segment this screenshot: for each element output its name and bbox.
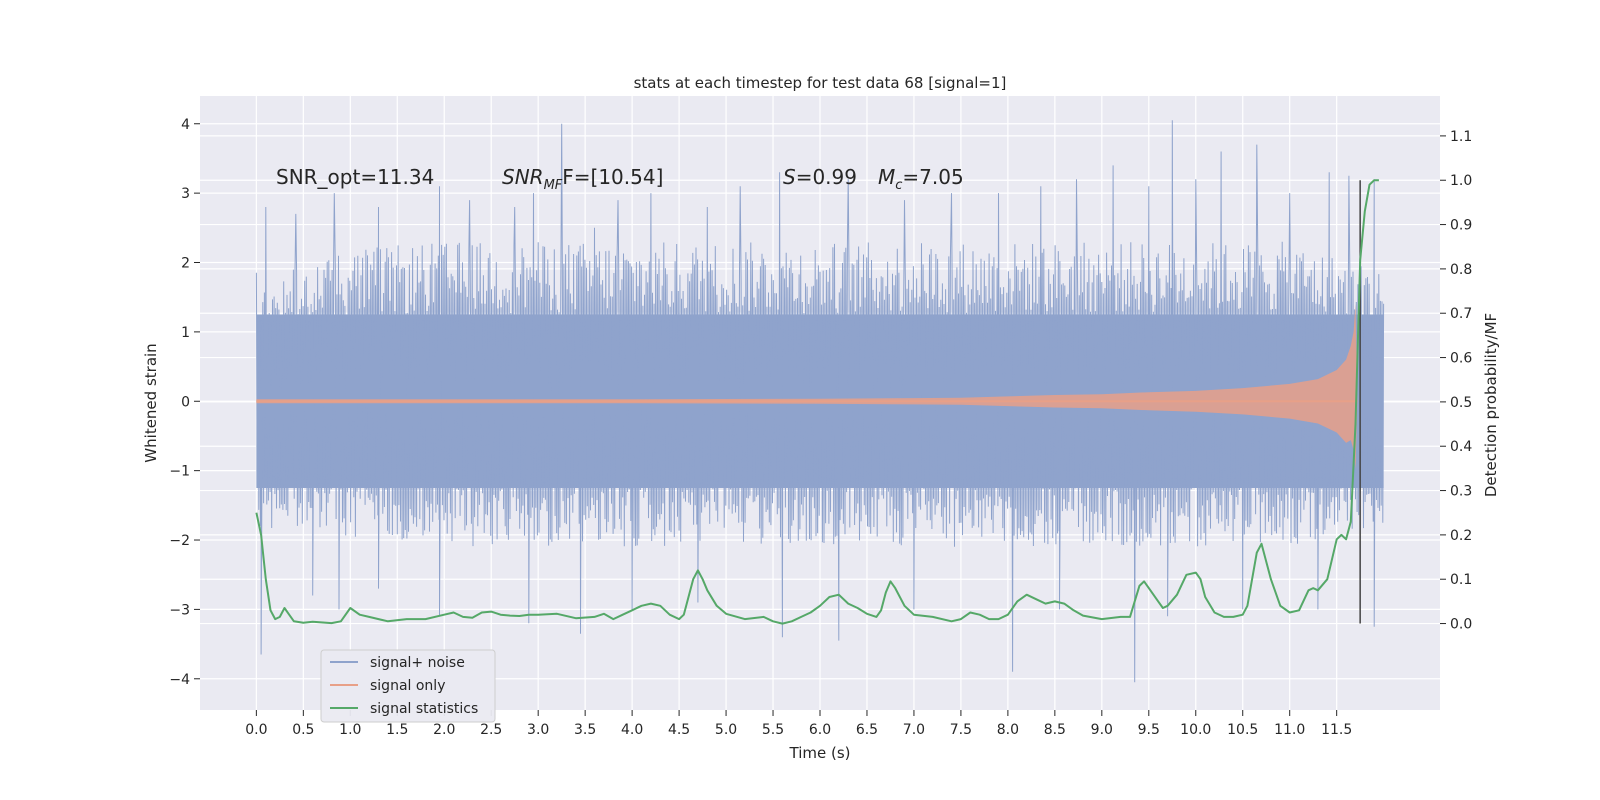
legend-box [320,649,496,723]
x-tick-label-16: 8.0 [997,722,1019,738]
x-tick-label-8: 4.0 [621,722,643,738]
annotation-snr-mf-main: SNR [502,165,544,189]
y2-tick-label-5: 0.5 [1450,395,1472,411]
legend-label-signal-noise: signal+ noise [370,655,465,671]
x-tick-label-11: 5.5 [762,722,784,738]
y2-tick-label-6: 0.6 [1450,351,1472,367]
x-tick-label-6: 3.0 [527,722,549,738]
y-tick-label-3: −1 [169,464,190,480]
annotation-snr-mf-value: F=[10.54] [562,165,663,189]
x-tick-label-1: 0.5 [292,722,314,738]
x-tick-label-14: 7.0 [903,722,925,738]
x-tick-label-23: 11.5 [1321,722,1352,738]
x-tick-label-21: 10.5 [1227,722,1258,738]
y2-tick-label-2: 0.2 [1450,528,1472,544]
y-axis-ticks: −4 −3 −2 −1 0 1 2 3 4 [169,117,200,688]
y-axis-label: Whitened strain [142,343,160,462]
annotation-snr-mf-sub: MF [544,178,563,193]
y-tick-label-8: 4 [181,117,190,133]
annotation-s-value: =0.99 [796,165,857,189]
x-tick-label-2: 1.0 [339,722,361,738]
chart-title: stats at each timestep for test data 68 … [634,74,1007,92]
y2-tick-label-1: 0.1 [1450,572,1472,588]
series-signal-noise-line [255,120,1385,683]
annotation-snr-opt: SNR_opt=11.34 [276,165,434,189]
x-tick-label-0: 0.0 [245,722,267,738]
y-tick-label-0: −4 [169,672,190,688]
x-tick-label-3: 1.5 [386,722,408,738]
x-tick-label-7: 3.5 [574,722,596,738]
x-tick-label-20: 10.0 [1180,722,1211,738]
legend-label-signal-only: signal only [370,678,445,694]
x-tick-label-17: 8.5 [1044,722,1066,738]
x-tick-label-5: 2.5 [480,722,502,738]
annotation-mc: Mc=7.05 [878,165,964,193]
y-tick-label-7: 3 [181,186,190,202]
x-tick-label-4: 2.0 [433,722,455,738]
y2-tick-label-9: 0.9 [1450,218,1472,234]
y2-tick-label-11: 1.1 [1450,129,1472,145]
y-tick-label-6: 2 [181,256,190,272]
annotation-mc-main: M [878,165,895,189]
y2-axis-label: Detection probability/MF [1482,313,1500,497]
x-axis-label: Time (s) [789,744,851,762]
x-tick-label-22: 11.0 [1274,722,1305,738]
y-tick-label-1: −3 [169,602,190,618]
legend: signal+ noise signal only signal statist… [320,649,496,723]
y2-tick-label-7: 0.7 [1450,306,1472,322]
annotation-s: S=0.99 [783,165,857,189]
y2-tick-label-3: 0.3 [1450,484,1472,500]
x-tick-label-18: 9.0 [1091,722,1113,738]
y-tick-label-5: 1 [181,325,190,341]
y2-tick-label-8: 0.8 [1450,262,1472,278]
x-tick-label-15: 7.5 [950,722,972,738]
x-tick-label-12: 6.0 [809,722,831,738]
x-tick-label-10: 5.0 [715,722,737,738]
x-axis-ticks: 0.0 0.5 1.0 1.5 2.0 2.5 3.0 3.5 4.0 4.5 5.0 5.5 6.0 6… [245,710,1352,738]
x-tick-label-19: 9.5 [1138,722,1160,738]
x-tick-label-13: 6.5 [856,722,878,738]
y-tick-label-4: 0 [181,394,190,410]
y2-tick-label-4: 0.4 [1450,439,1472,455]
series-layer [255,120,1385,683]
annotation-mc-value: =7.05 [902,165,963,189]
annotation-s-main: S [783,165,796,189]
annotation-snr-mf: SNRMFF=[10.54] [502,165,663,193]
series-signal-statistics-line [255,179,1379,625]
annotation-mc-sub: c [895,178,902,193]
y2-tick-label-0: 0.0 [1450,617,1472,633]
x-tick-label-9: 4.5 [668,722,690,738]
y-tick-label-2: −2 [169,533,190,549]
y2-axis-ticks: 0.0 0.1 0.2 0.3 0.4 0.5 0.6 0.7 0.8 0.9 1.0 1.1 [1440,129,1472,633]
legend-label-signal-statistics: signal statistics [370,701,478,717]
y2-tick-label-10: 1.0 [1450,173,1472,189]
